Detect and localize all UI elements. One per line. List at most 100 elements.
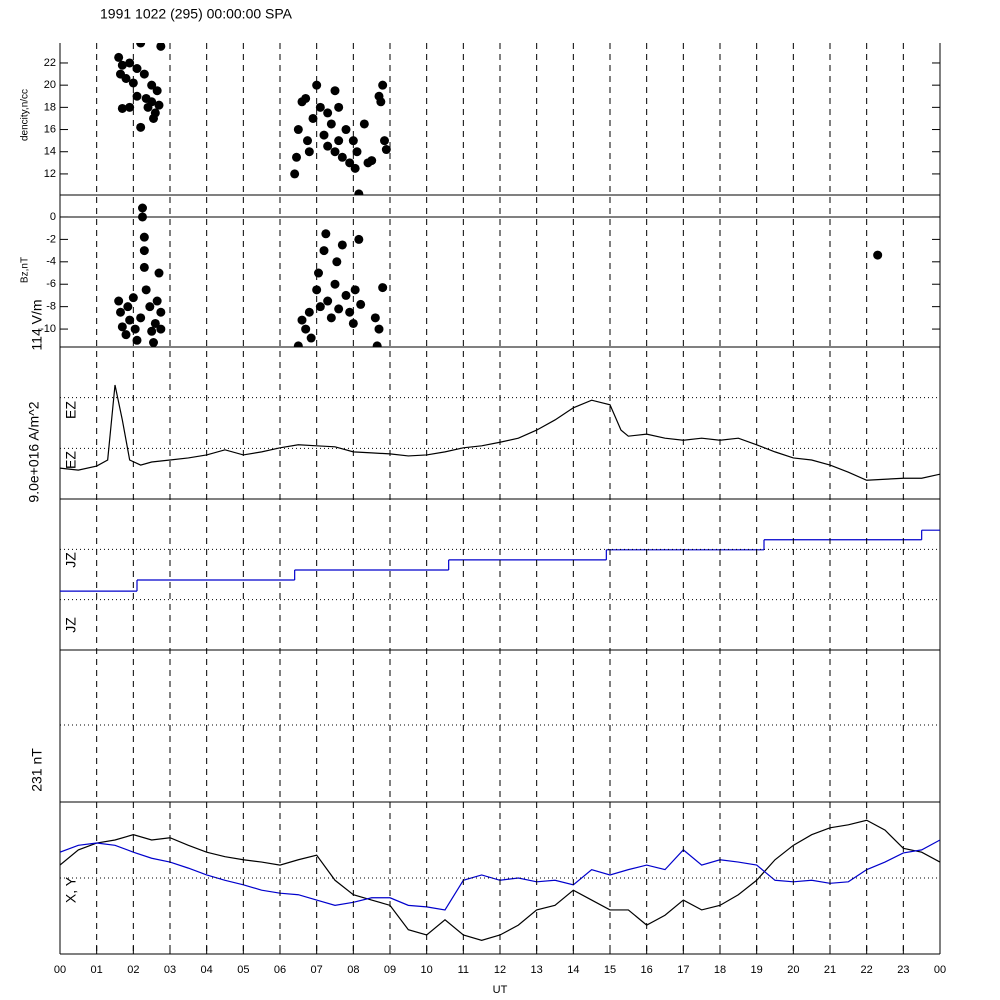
point [330,279,340,289]
point [334,102,344,112]
point [136,313,146,323]
point [152,296,162,306]
point [117,103,127,113]
point [132,91,142,101]
point [354,189,364,195]
point [121,74,131,84]
point [136,43,146,48]
point [139,262,149,272]
point [378,283,388,293]
x-tick-label: 15 [604,964,616,976]
point [116,307,125,317]
point [154,268,164,278]
panel [114,43,391,195]
point [350,163,360,173]
point [149,338,158,347]
chart-title: 1991 1022 (295) 00:00:00 SPA [100,6,293,22]
y-tick-label: 0 [50,211,56,223]
point [312,80,322,90]
point [354,234,364,244]
panel-label: JZ [63,552,79,568]
panel [114,203,883,347]
point [147,80,157,90]
y-tick-label: 18 [44,101,56,113]
point [130,324,140,334]
x-tick-label: 18 [714,964,726,976]
y-tick-label: -10 [40,323,56,335]
x-tick-label: 23 [897,964,909,976]
point [345,158,355,168]
point [372,341,382,347]
x-tick-label: 03 [164,964,176,976]
x-tick-label: 11 [458,964,469,976]
point [337,240,347,250]
x-tick-label: 02 [127,964,139,976]
point [356,299,366,309]
x-tick-label: 14 [567,964,579,976]
point [304,307,314,317]
point [301,324,311,334]
point [332,257,342,267]
panel-label: JZ [63,617,79,633]
point [380,136,389,146]
point [138,203,147,213]
point [150,108,160,118]
panel-label: EZ [63,451,79,469]
y-tick-label: 20 [44,79,56,91]
x-tick-label: 06 [274,964,286,976]
point [147,326,157,336]
x-tick-label: 12 [494,964,506,976]
point [323,141,333,151]
point [326,119,336,129]
point [125,315,135,325]
point [370,313,380,323]
x-tick-label: 21 [824,964,836,976]
point [147,97,157,107]
point [145,302,155,312]
point [367,156,377,166]
point [139,232,149,242]
point [321,229,331,239]
point [114,52,124,62]
x-tick-label: 22 [861,964,873,976]
x-tick-label: 05 [237,964,249,976]
point [304,147,314,157]
x-tick-label: 08 [347,964,359,976]
point [348,136,358,146]
panel-label: EZ [63,401,79,419]
x-tick-label: 17 [677,964,689,976]
point [139,69,149,79]
point [306,333,316,343]
y-axis-label: Bz,nT [20,257,31,283]
y-tick-label: -6 [46,278,56,290]
point [334,136,344,146]
point [303,136,312,146]
point [381,145,391,155]
point [154,100,164,110]
point [156,43,166,51]
point [337,152,347,162]
y-axis-label: 114 V/m [29,299,45,350]
line [60,384,940,481]
point [873,250,883,260]
point [326,313,336,323]
point [308,113,318,123]
x-tick-label: 19 [751,964,763,976]
point [128,78,138,88]
y-axis-label: 231 nT [29,748,45,792]
point [114,296,124,306]
y-axis-label: 9.0e+016 A/m^2 [26,401,42,502]
point [352,147,362,157]
point [292,152,301,162]
y-tick-label: -4 [46,256,56,268]
point [141,285,151,295]
point [374,324,384,334]
point [350,285,360,295]
panel [60,384,940,481]
point [121,330,131,340]
point [152,86,162,96]
y-tick-label: 16 [44,123,56,135]
point [117,60,127,70]
y-tick-label: -2 [46,233,56,245]
x-tick-label: 00 [54,964,66,976]
